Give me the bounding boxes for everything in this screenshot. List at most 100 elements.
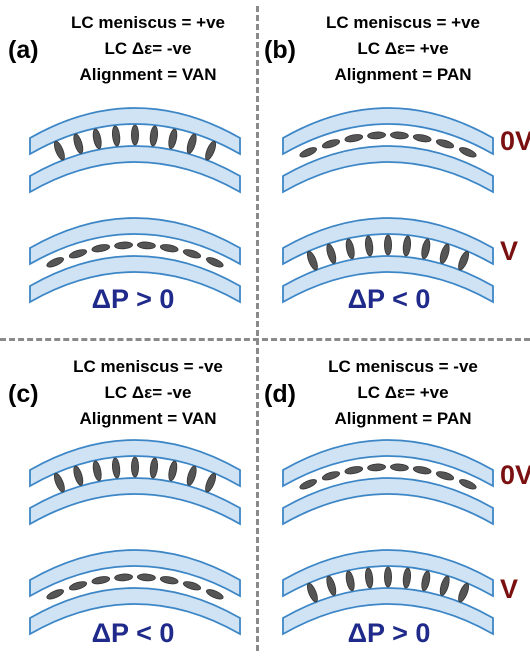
lc-molecule bbox=[390, 131, 409, 140]
lc-molecule bbox=[459, 147, 477, 158]
lc-molecule bbox=[111, 457, 121, 479]
lens-a-top bbox=[29, 107, 241, 194]
panel-label-d: (d) bbox=[264, 380, 296, 408]
lc-molecule bbox=[412, 466, 432, 475]
lc-molecule bbox=[402, 567, 412, 589]
lc-molecule bbox=[131, 456, 140, 478]
lc-molecule bbox=[364, 235, 374, 257]
lc-molecule bbox=[321, 139, 341, 149]
panel-label-a: (a) bbox=[8, 36, 39, 64]
lc-molecule bbox=[68, 249, 88, 259]
lens-c-top bbox=[29, 439, 241, 526]
lc-molecule bbox=[421, 570, 431, 592]
lens-a-bottom bbox=[29, 217, 241, 304]
delta-eps-text: LC Δε= -ve bbox=[104, 383, 192, 402]
delta-p-c: ΔP < 0 bbox=[91, 618, 175, 648]
lc-molecule bbox=[321, 471, 341, 481]
upper-glass-plate bbox=[282, 439, 494, 488]
lc-molecule bbox=[458, 582, 470, 603]
lc-molecule bbox=[458, 250, 470, 271]
panel-c-info: LC meniscus = -ve LC Δε= -ve Alignment =… bbox=[38, 354, 258, 432]
lc-molecule bbox=[326, 243, 337, 264]
lens-b-top bbox=[282, 107, 494, 194]
lc-molecule bbox=[73, 133, 84, 154]
meniscus-text: LC meniscus = +ve bbox=[325, 13, 481, 32]
upper-glass-plate bbox=[29, 549, 241, 598]
lc-molecule bbox=[168, 128, 178, 150]
lens-d-top bbox=[282, 439, 494, 526]
lc-molecule bbox=[384, 566, 393, 588]
horizontal-divider bbox=[0, 338, 530, 341]
panel-b-info: LC meniscus = +ve LC Δε= +ve Alignment =… bbox=[293, 10, 513, 88]
voltage-label-on-lower: V bbox=[500, 574, 519, 604]
voltage-label-on-upper: V bbox=[500, 236, 519, 266]
panel-label-b: (b) bbox=[264, 36, 296, 64]
panel-a-info: LC meniscus = +ve LC Δε= -ve Alignment =… bbox=[38, 10, 258, 88]
lc-molecule bbox=[205, 140, 217, 161]
lens-d-bottom bbox=[282, 549, 494, 636]
lc-molecule bbox=[421, 238, 431, 260]
lower-glass-plate bbox=[282, 255, 494, 304]
lc-molecule bbox=[131, 124, 140, 146]
lc-molecule bbox=[367, 131, 386, 140]
lc-molecule bbox=[439, 243, 450, 264]
panel-d-info: LC meniscus = -ve LC Δε= +ve Alignment =… bbox=[293, 354, 513, 432]
upper-glass-plate bbox=[282, 217, 494, 266]
delta-p-d: ΔP > 0 bbox=[347, 618, 431, 648]
lower-glass-plate bbox=[29, 477, 241, 526]
upper-glass-plate bbox=[282, 107, 494, 156]
delta-eps-text: LC Δε= -ve bbox=[104, 39, 192, 58]
lc-molecule bbox=[114, 573, 133, 582]
lc-molecule bbox=[439, 575, 450, 596]
lc-molecule bbox=[402, 235, 412, 257]
lc-molecule bbox=[137, 573, 156, 582]
vertical-divider bbox=[256, 6, 259, 651]
alignment-text: Alignment = VAN bbox=[79, 409, 217, 428]
lc-molecule bbox=[186, 133, 197, 154]
lc-molecule bbox=[306, 582, 318, 603]
lc-molecule bbox=[91, 576, 111, 585]
lc-molecule bbox=[91, 244, 111, 253]
meniscus-text: LC meniscus = +ve bbox=[70, 13, 226, 32]
lc-molecule bbox=[326, 575, 337, 596]
lc-molecule bbox=[206, 589, 224, 600]
lower-glass-plate bbox=[282, 477, 494, 526]
lc-molecule bbox=[186, 465, 197, 486]
lc-molecule bbox=[364, 567, 374, 589]
lc-molecule bbox=[149, 457, 159, 479]
lc-molecule bbox=[344, 466, 364, 475]
lc-molecule bbox=[384, 234, 393, 256]
lc-molecule bbox=[435, 139, 455, 149]
voltage-label-off-upper: 0V bbox=[500, 126, 530, 156]
lc-molecule bbox=[182, 581, 202, 591]
lc-molecule bbox=[137, 241, 156, 250]
upper-glass-plate bbox=[29, 439, 241, 488]
lower-glass-plate bbox=[282, 587, 494, 636]
lc-molecule bbox=[299, 479, 317, 490]
delta-eps-text: LC Δε= +ve bbox=[357, 39, 449, 58]
lc-molecule bbox=[114, 241, 133, 250]
lc-molecule bbox=[412, 134, 432, 143]
lower-glass-plate bbox=[282, 145, 494, 194]
lens-c-bottom bbox=[29, 549, 241, 636]
meniscus-text: LC meniscus = -ve bbox=[73, 357, 223, 376]
lc-molecule bbox=[53, 140, 65, 161]
lower-glass-plate bbox=[29, 255, 241, 304]
delta-eps-text: LC Δε= +ve bbox=[357, 383, 449, 402]
lc-molecule bbox=[92, 460, 102, 482]
upper-glass-plate bbox=[29, 107, 241, 156]
upper-glass-plate bbox=[29, 217, 241, 266]
lower-glass-plate bbox=[29, 145, 241, 194]
lc-molecule bbox=[345, 570, 355, 592]
delta-p-a: ΔP > 0 bbox=[91, 284, 175, 314]
lc-molecule bbox=[68, 581, 88, 591]
lc-molecule bbox=[73, 465, 84, 486]
lower-glass-plate bbox=[29, 587, 241, 636]
alignment-text: Alignment = PAN bbox=[334, 65, 472, 84]
lens-b-bottom bbox=[282, 217, 494, 304]
lc-molecule bbox=[306, 250, 318, 271]
panel-label-c: (c) bbox=[8, 380, 39, 408]
lc-molecule bbox=[367, 463, 386, 472]
meniscus-text: LC meniscus = -ve bbox=[328, 357, 478, 376]
